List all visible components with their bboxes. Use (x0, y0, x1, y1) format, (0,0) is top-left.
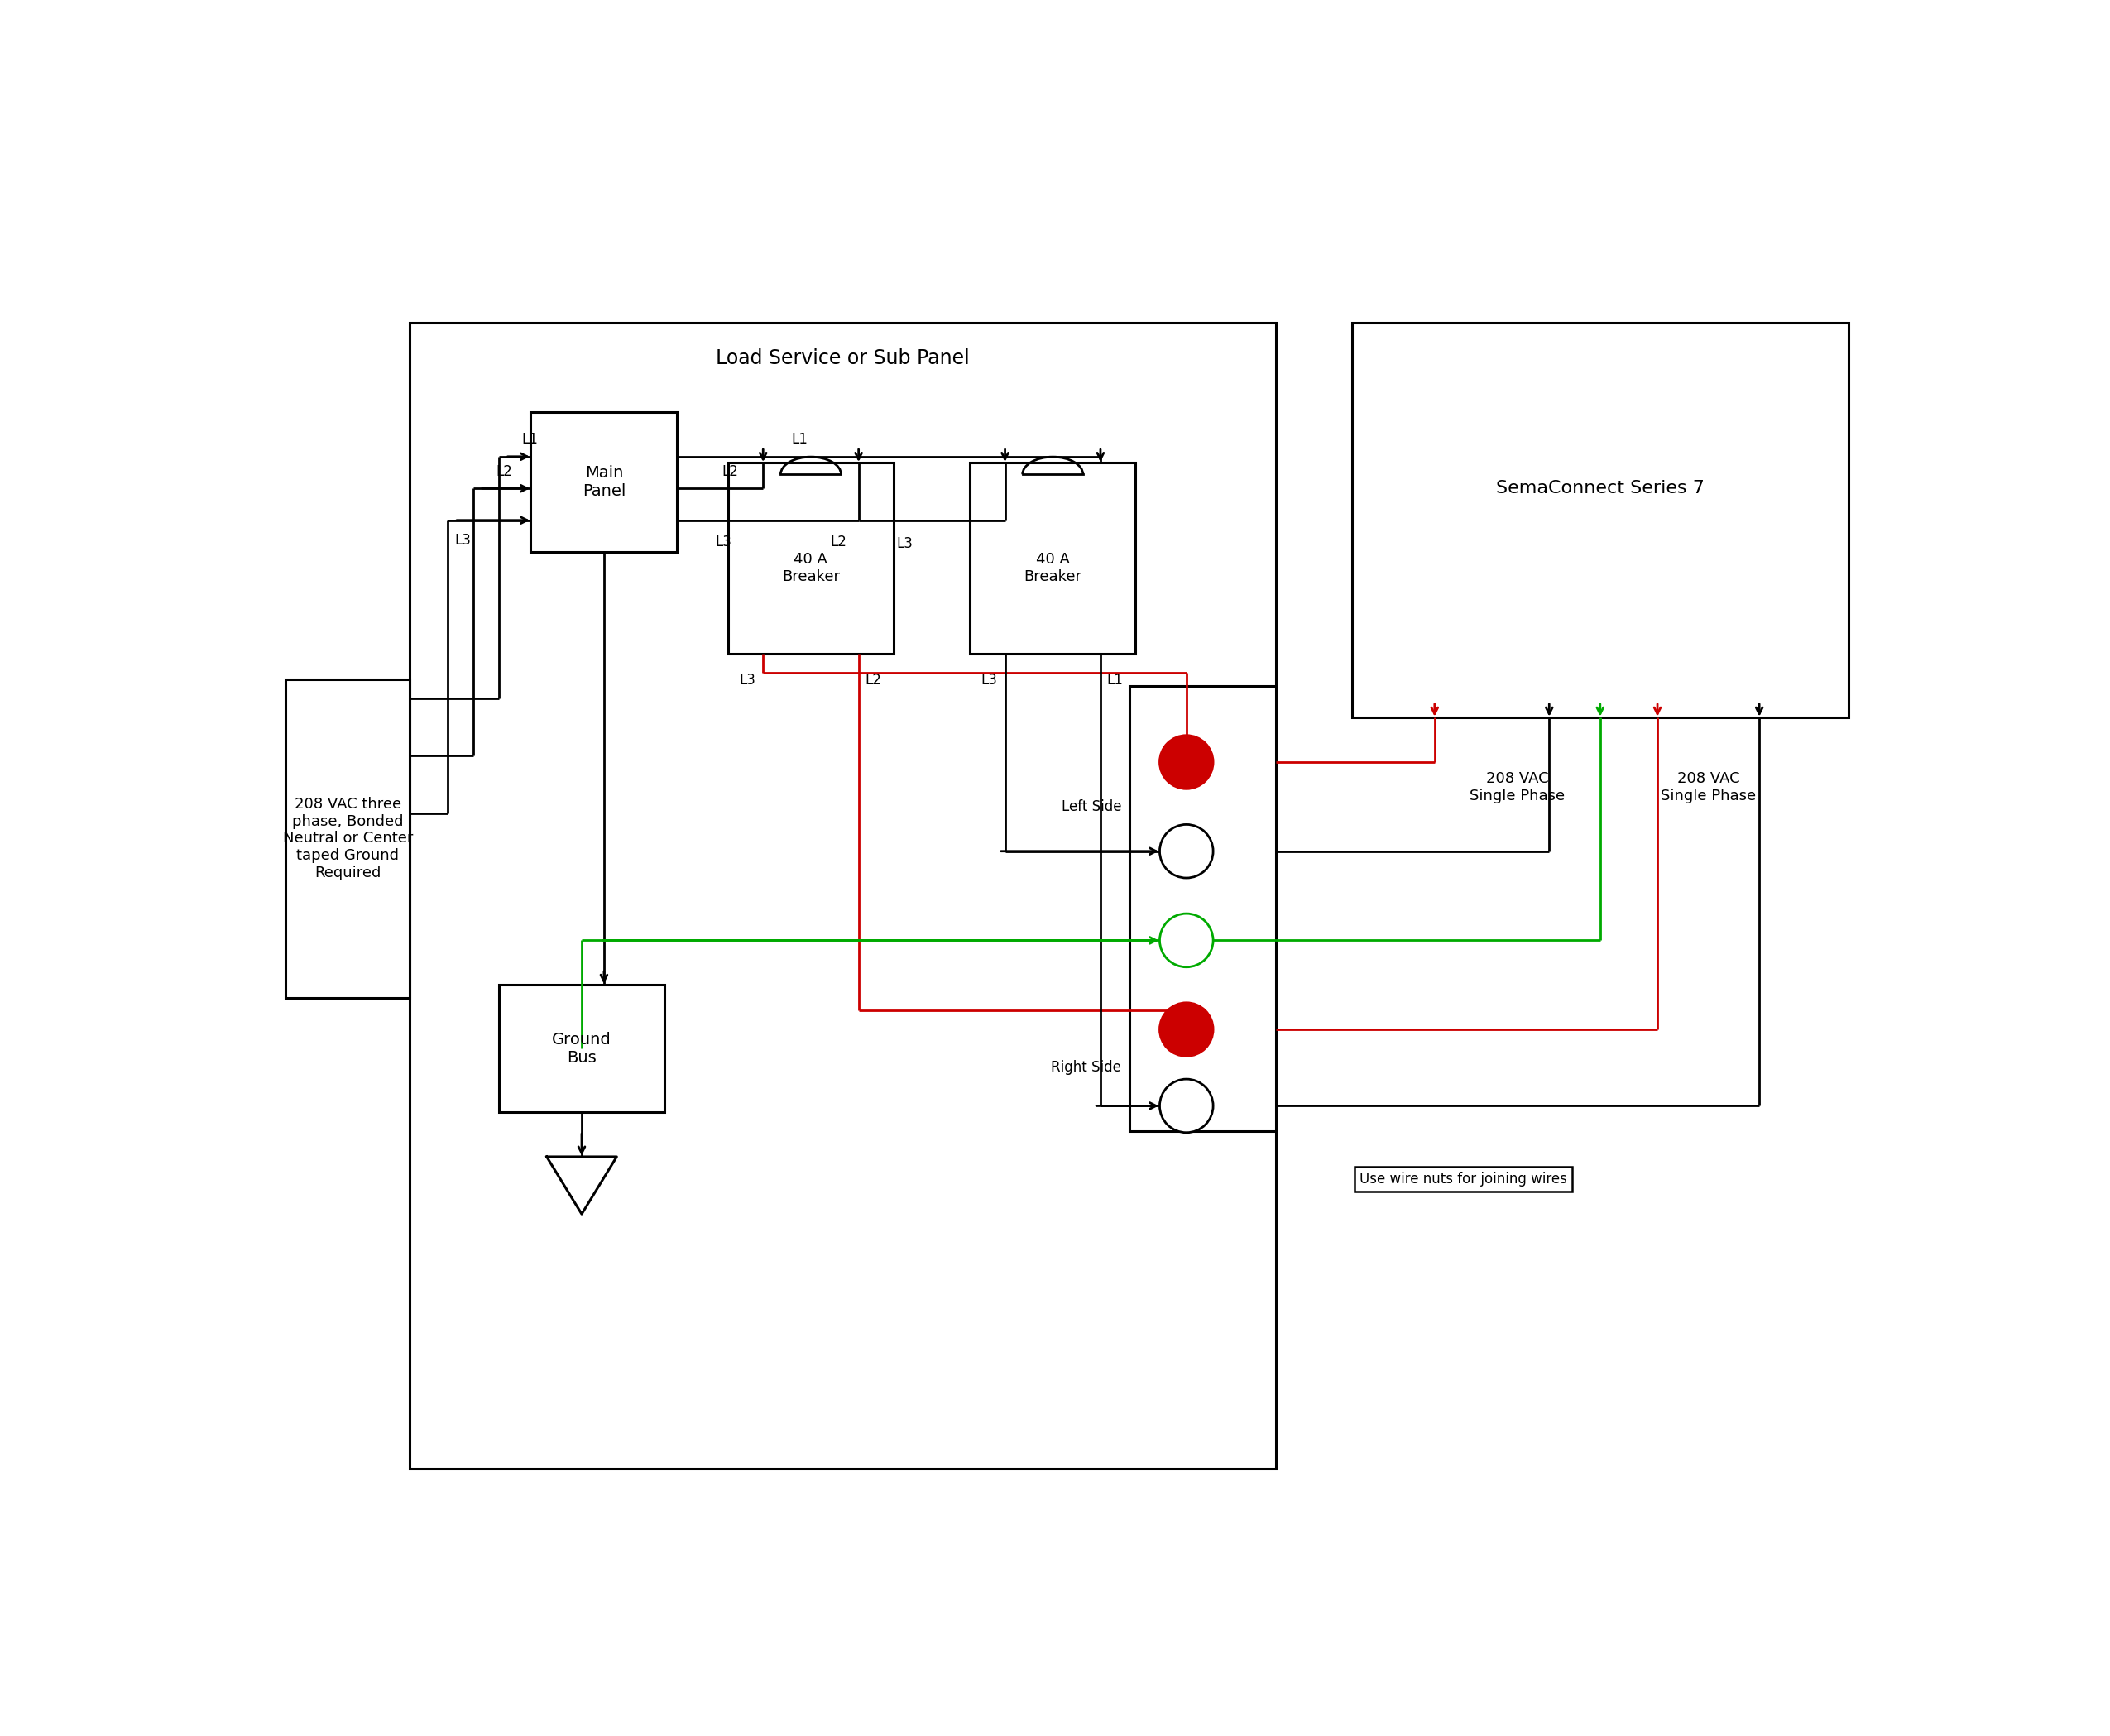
Text: L3: L3 (454, 533, 471, 549)
Text: Load Service or Sub Panel: Load Service or Sub Panel (715, 349, 971, 368)
Bar (498, 984, 665, 1113)
Circle shape (1160, 1003, 1213, 1055)
Text: L2: L2 (496, 464, 513, 479)
Text: Main
Panel: Main Panel (582, 465, 627, 498)
Text: 40 A
Breaker: 40 A Breaker (1023, 552, 1082, 583)
Circle shape (1160, 825, 1213, 878)
Text: L1: L1 (791, 432, 808, 448)
Text: L3: L3 (738, 674, 755, 687)
Bar (285, 679, 409, 998)
Text: SemaConnect Series 7: SemaConnect Series 7 (1496, 481, 1705, 496)
Text: L2: L2 (722, 464, 738, 479)
Bar (532, 411, 677, 552)
Text: L1: L1 (1108, 674, 1123, 687)
Bar (971, 464, 1135, 654)
Text: L3: L3 (715, 535, 732, 549)
Text: 208 VAC
Single Phase: 208 VAC Single Phase (1471, 771, 1566, 804)
Text: Use wire nuts for joining wires: Use wire nuts for joining wires (1359, 1172, 1568, 1186)
Text: L2: L2 (829, 535, 846, 549)
Text: Left Side: Left Side (1061, 799, 1123, 814)
Text: L3: L3 (897, 536, 914, 550)
Circle shape (1160, 736, 1213, 788)
Text: Ground
Bus: Ground Bus (553, 1031, 612, 1066)
Text: Right Side: Right Side (1051, 1061, 1123, 1075)
Text: L3: L3 (981, 674, 998, 687)
Text: L1: L1 (521, 432, 538, 448)
Text: L2: L2 (865, 674, 882, 687)
Text: 40 A
Breaker: 40 A Breaker (783, 552, 840, 583)
Circle shape (1160, 1080, 1213, 1132)
Text: 208 VAC
Single Phase: 208 VAC Single Phase (1661, 771, 1756, 804)
Bar (409, 323, 1277, 1469)
Bar (1353, 323, 1848, 717)
Text: 208 VAC three
phase, Bonded
Neutral or Center
taped Ground
Required: 208 VAC three phase, Bonded Neutral or C… (283, 797, 414, 880)
Circle shape (1160, 913, 1213, 967)
Bar (728, 464, 895, 654)
Bar (1129, 686, 1277, 1132)
